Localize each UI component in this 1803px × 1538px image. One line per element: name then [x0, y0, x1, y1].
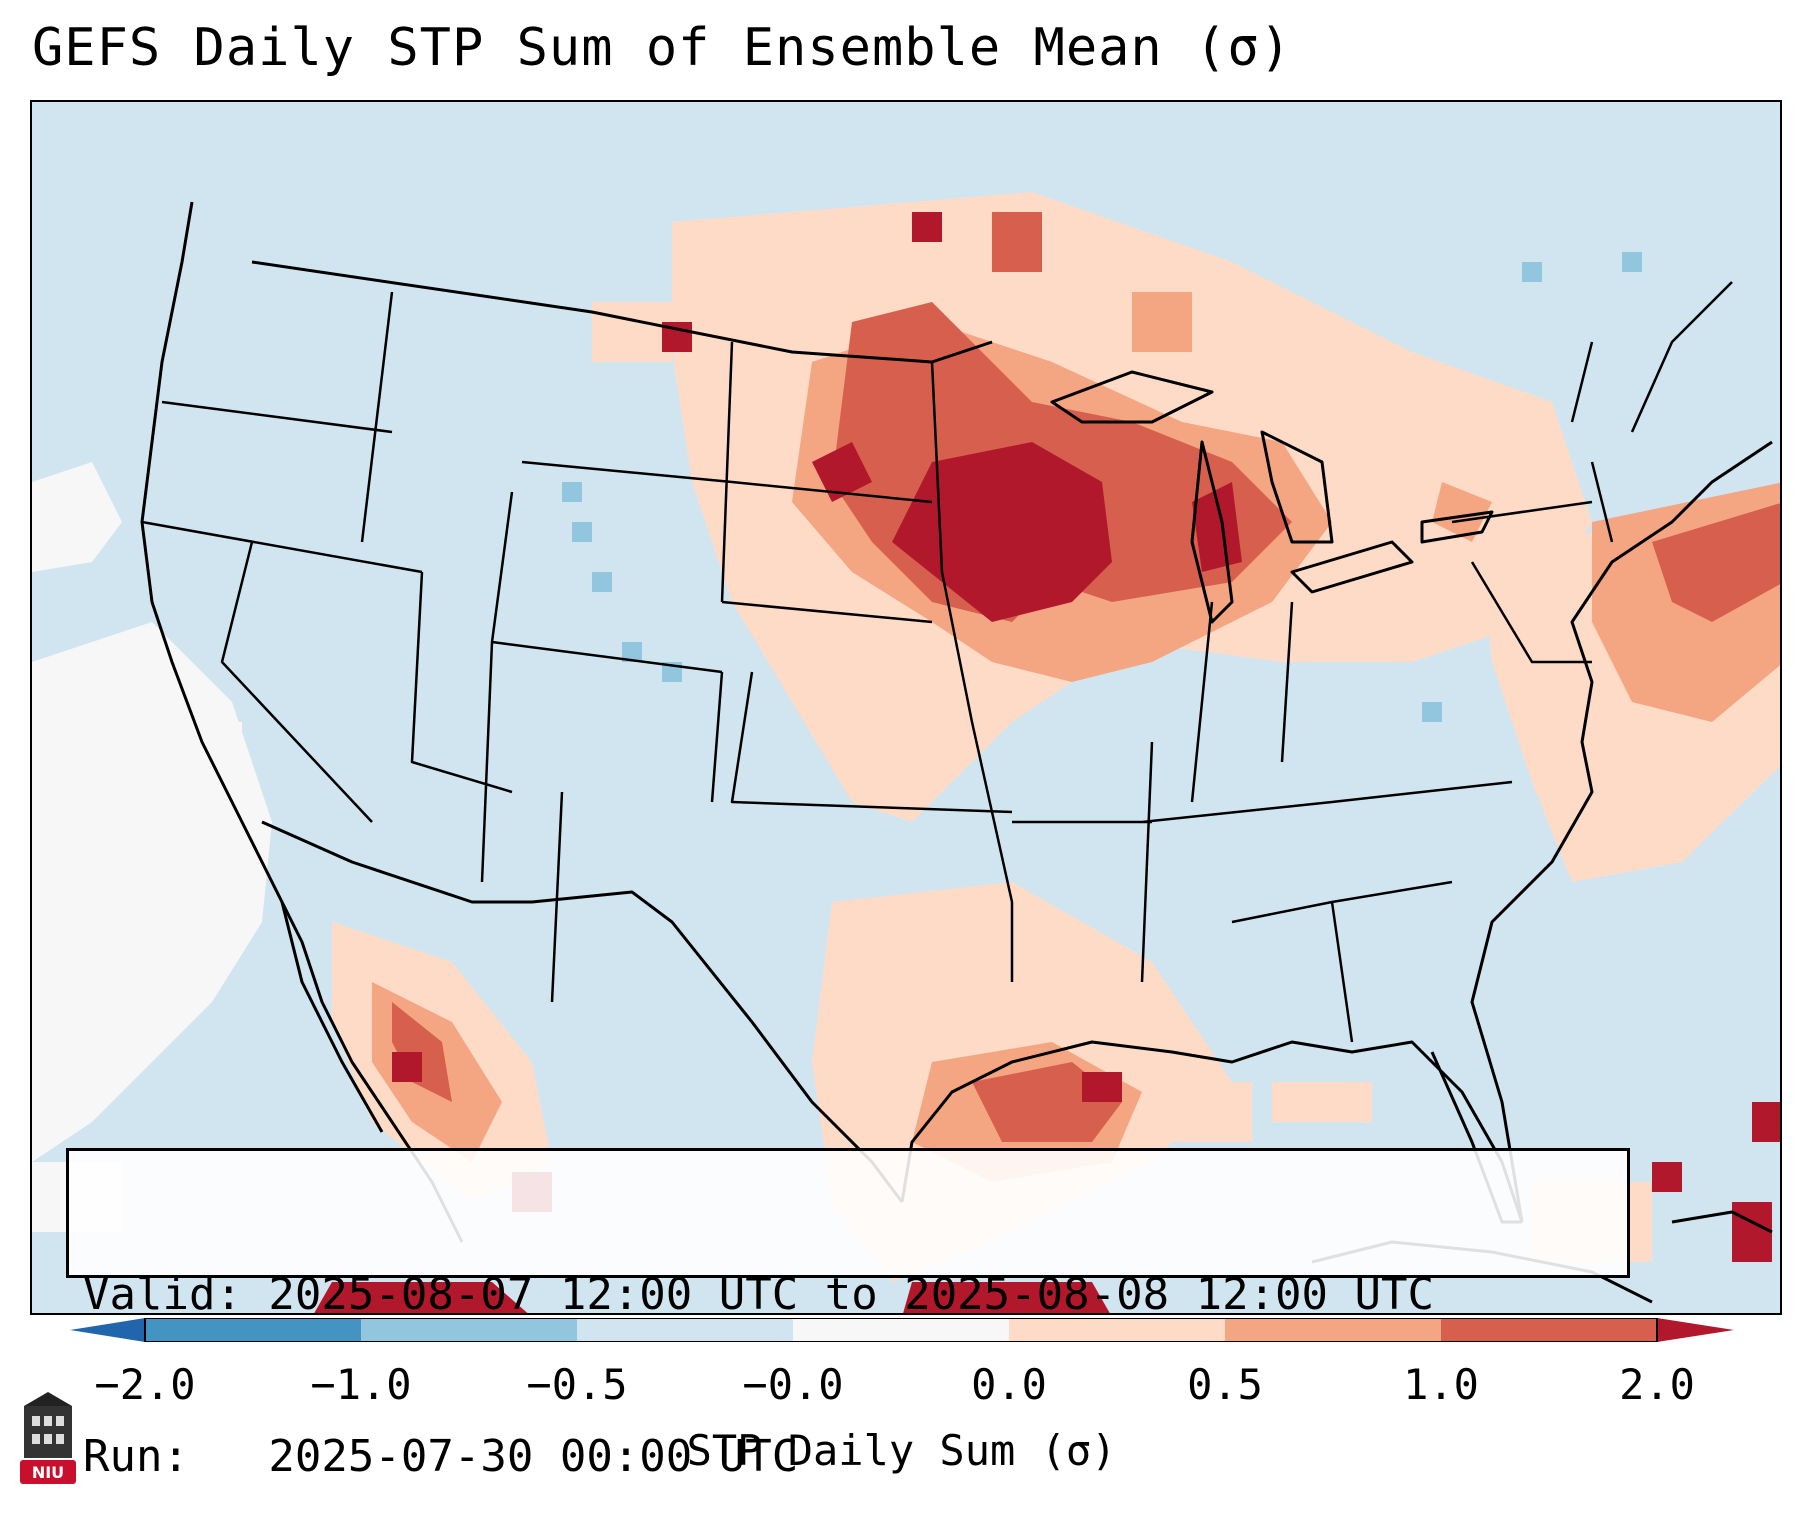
valid-time-line: Valid: 2025-08-07 12:00 UTC to 2025-08-0… [83, 1269, 1435, 1320]
colorbar-tick: −1.0 [310, 1360, 412, 1409]
colorbar-under-arrow [70, 1318, 145, 1342]
niu-logo-badge [20, 1460, 76, 1484]
colorbar-tick: 2.0 [1619, 1360, 1695, 1409]
niu-logo-text: NIU [32, 1463, 64, 1482]
lake-erie [1290, 540, 1414, 594]
colorbar-outline [144, 1318, 1658, 1342]
colorbar-segment-3 [577, 1318, 793, 1342]
lake-michigan [1190, 440, 1234, 624]
colorbar-tick: 0.0 [971, 1360, 1047, 1409]
us-canada-border [251, 260, 993, 364]
map-panel [30, 100, 1782, 1315]
run-time-line: Run: 2025-07-30 00:00 UTC [83, 1431, 799, 1482]
colorbar-tick: −0.0 [742, 1360, 844, 1409]
hispaniola-coastline [1671, 1210, 1773, 1234]
us-mexico-border [261, 820, 904, 1203]
colorbar-segment-7 [1441, 1318, 1657, 1342]
lake-ontario [1420, 510, 1494, 544]
state-lines [141, 281, 1733, 1043]
colorbar-tick: −0.5 [526, 1360, 628, 1409]
gulf-coastline [900, 1040, 1524, 1223]
lake-superior [1050, 370, 1214, 424]
valid-time-box: Valid: 2025-08-07 12:00 UTC to 2025-08-0… [66, 1148, 1630, 1482]
colorbar-segment-6 [1225, 1318, 1441, 1342]
stp-positive-field [314, 192, 1780, 1313]
atlantic-coastline [1470, 440, 1773, 1223]
colorbar-segment-1 [145, 1318, 361, 1342]
lake-huron [1260, 430, 1334, 544]
colorbar [70, 1318, 1734, 1342]
colorbar-segment-4 [793, 1318, 1009, 1342]
baja-coastline [280, 901, 384, 1133]
colorbar-segment-2 [361, 1318, 577, 1342]
map-canvas [32, 102, 1780, 1313]
west-coastline [140, 201, 464, 1243]
colorbar-over-arrow [1657, 1318, 1734, 1342]
map-title: GEFS Daily STP Sum of Ensemble Mean (σ) [32, 18, 1292, 78]
boundaries [140, 201, 1773, 1304]
colorbar-tick: −2.0 [94, 1360, 196, 1409]
colorbar-label: STP Daily Sum (σ) [686, 1426, 1117, 1475]
colorbar-tick: 1.0 [1403, 1360, 1479, 1409]
colorbar-ticks: −2.0 −1.0 −0.5 −0.0 0.0 0.5 1.0 2.0 [0, 1360, 1803, 1420]
colorbar-tick: 0.5 [1187, 1360, 1263, 1409]
niu-logo: NIU [20, 1392, 76, 1484]
colorbar-segment-5 [1009, 1318, 1225, 1342]
stp-negative-field [562, 252, 1642, 722]
